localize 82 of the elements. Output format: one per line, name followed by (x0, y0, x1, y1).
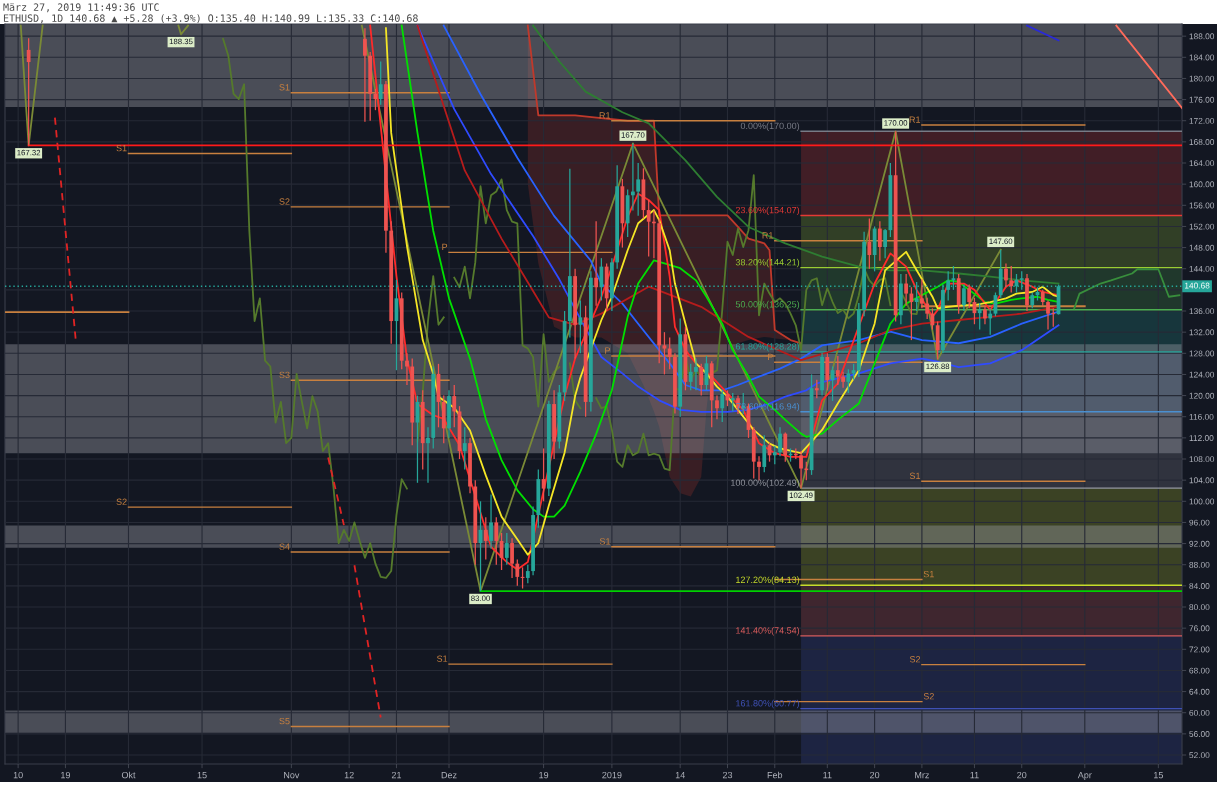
y-tick-label: 172.00 (1189, 117, 1215, 124)
y-tick-label: 124.00 (1189, 371, 1215, 378)
y-tick-label: 56.00 (1189, 731, 1210, 737)
x-tick-label: 10 (13, 771, 23, 779)
x-tick-label: 23 (722, 771, 733, 779)
series-label: S1 (279, 84, 290, 91)
series-label: S3 (279, 371, 290, 379)
y-tick-label: 128.00 (1189, 350, 1215, 357)
y-tick-label: 136.00 (1189, 308, 1215, 315)
y-tick-label: 88.00 (1189, 561, 1210, 568)
series-label: S1 (436, 655, 448, 662)
y-tick-label: 184.00 (1189, 54, 1215, 61)
y-tick-label: 160.00 (1189, 181, 1215, 188)
y-tick-label: 152.00 (1189, 223, 1215, 230)
x-tick-label: 15 (1154, 771, 1163, 779)
series-label: 127.20%(84.13) (736, 576, 800, 585)
ref-line-label: 140.68 (1184, 282, 1210, 289)
chart-title: März 27, 2019 11:49:36 UTC (3, 3, 159, 13)
y-tick-label: 164.00 (1189, 160, 1215, 167)
series-label: R1 (599, 112, 611, 119)
y-tick-label: 132.00 (1189, 329, 1215, 336)
y-tick-label: 104.00 (1189, 477, 1215, 484)
series-label: S4 (279, 543, 290, 550)
series-label: S2 (116, 498, 127, 505)
y-tick-label: 52.00 (1189, 752, 1210, 759)
x-tick-label: Feb (767, 771, 783, 779)
y-tick-label: 168.00 (1189, 139, 1215, 145)
y-tick-label: 64.00 (1189, 688, 1210, 695)
x-tick-label: 19 (61, 771, 71, 779)
x-tick-label: 20 (870, 771, 880, 779)
x-tick-label: 11 (970, 771, 979, 779)
series-label: S1 (116, 144, 127, 152)
x-tick-label: 19 (539, 771, 549, 779)
y-tick-label: 84.00 (1189, 583, 1210, 589)
series-label: S1 (599, 538, 611, 545)
series-label: 0.00%(170.00) (740, 122, 800, 131)
series-label: 100.00%(102.49) (731, 479, 800, 488)
y-tick-label: 180.00 (1189, 75, 1215, 82)
y-tick-label: 80.00 (1189, 604, 1210, 611)
y-tick-label: 156.00 (1189, 202, 1215, 209)
x-tick-label: 21 (391, 771, 402, 779)
y-tick-label: 112.00 (1189, 435, 1214, 441)
series-label: P (605, 347, 611, 354)
y-tick-label: 92.00 (1189, 540, 1210, 547)
y-tick-label: 120.00 (1189, 392, 1215, 399)
series-label: S2 (909, 656, 921, 663)
series-label: S2 (923, 693, 934, 700)
y-tick-label: 108.00 (1189, 456, 1215, 463)
y-tick-label: 116.00 (1189, 413, 1214, 420)
x-tick-label: 11 (823, 771, 832, 779)
x-tick-label: Apr (1077, 771, 1092, 781)
series-label: S1 (923, 570, 934, 578)
y-tick-label: 144.00 (1189, 265, 1215, 272)
x-tick-label: Nov (284, 771, 300, 779)
y-tick-label: 96.00 (1189, 519, 1210, 526)
x-tick-label: Dez (441, 771, 457, 779)
x-tick-label: 14 (675, 771, 685, 779)
y-tick-label: 100.00 (1189, 498, 1215, 505)
series-label: S5 (279, 717, 290, 725)
series-label: 23.60%(154.07) (735, 206, 800, 216)
x-tick-label: Mrz (915, 771, 929, 779)
series-label: P (442, 243, 448, 251)
y-tick-label: 60.00 (1189, 709, 1210, 716)
series-label: R1 (909, 116, 921, 123)
series-label: S1 (909, 472, 921, 480)
chart-subtitle: ETHUSD, 1D 140.68 ▲ +5.28 (+3.9%) O:135.40 H:140.99 L:135.33 C:140.68 (3, 14, 418, 24)
y-tick-label: 148.00 (1189, 244, 1215, 251)
series-label: S2 (279, 198, 290, 205)
y-tick-label: 176.00 (1189, 96, 1215, 103)
series-label: 161.80%(60.77) (736, 699, 800, 709)
x-tick-label: Okt (121, 771, 136, 779)
x-tick-label: 20 (1017, 771, 1027, 779)
x-tick-label: 2019 (602, 771, 622, 779)
x-tick-label: 15 (197, 771, 207, 779)
series-label: R1 (762, 232, 773, 239)
y-tick-label: 68.00 (1189, 667, 1210, 674)
y-tick-label: 188.00 (1189, 33, 1215, 40)
y-tick-label: 76.00 (1189, 625, 1210, 632)
series-label: P (768, 353, 773, 360)
x-tick-label: 12 (344, 771, 354, 779)
y-tick-label: 72.00 (1189, 646, 1210, 653)
series-label: 141.40%(74.54) (736, 627, 800, 636)
